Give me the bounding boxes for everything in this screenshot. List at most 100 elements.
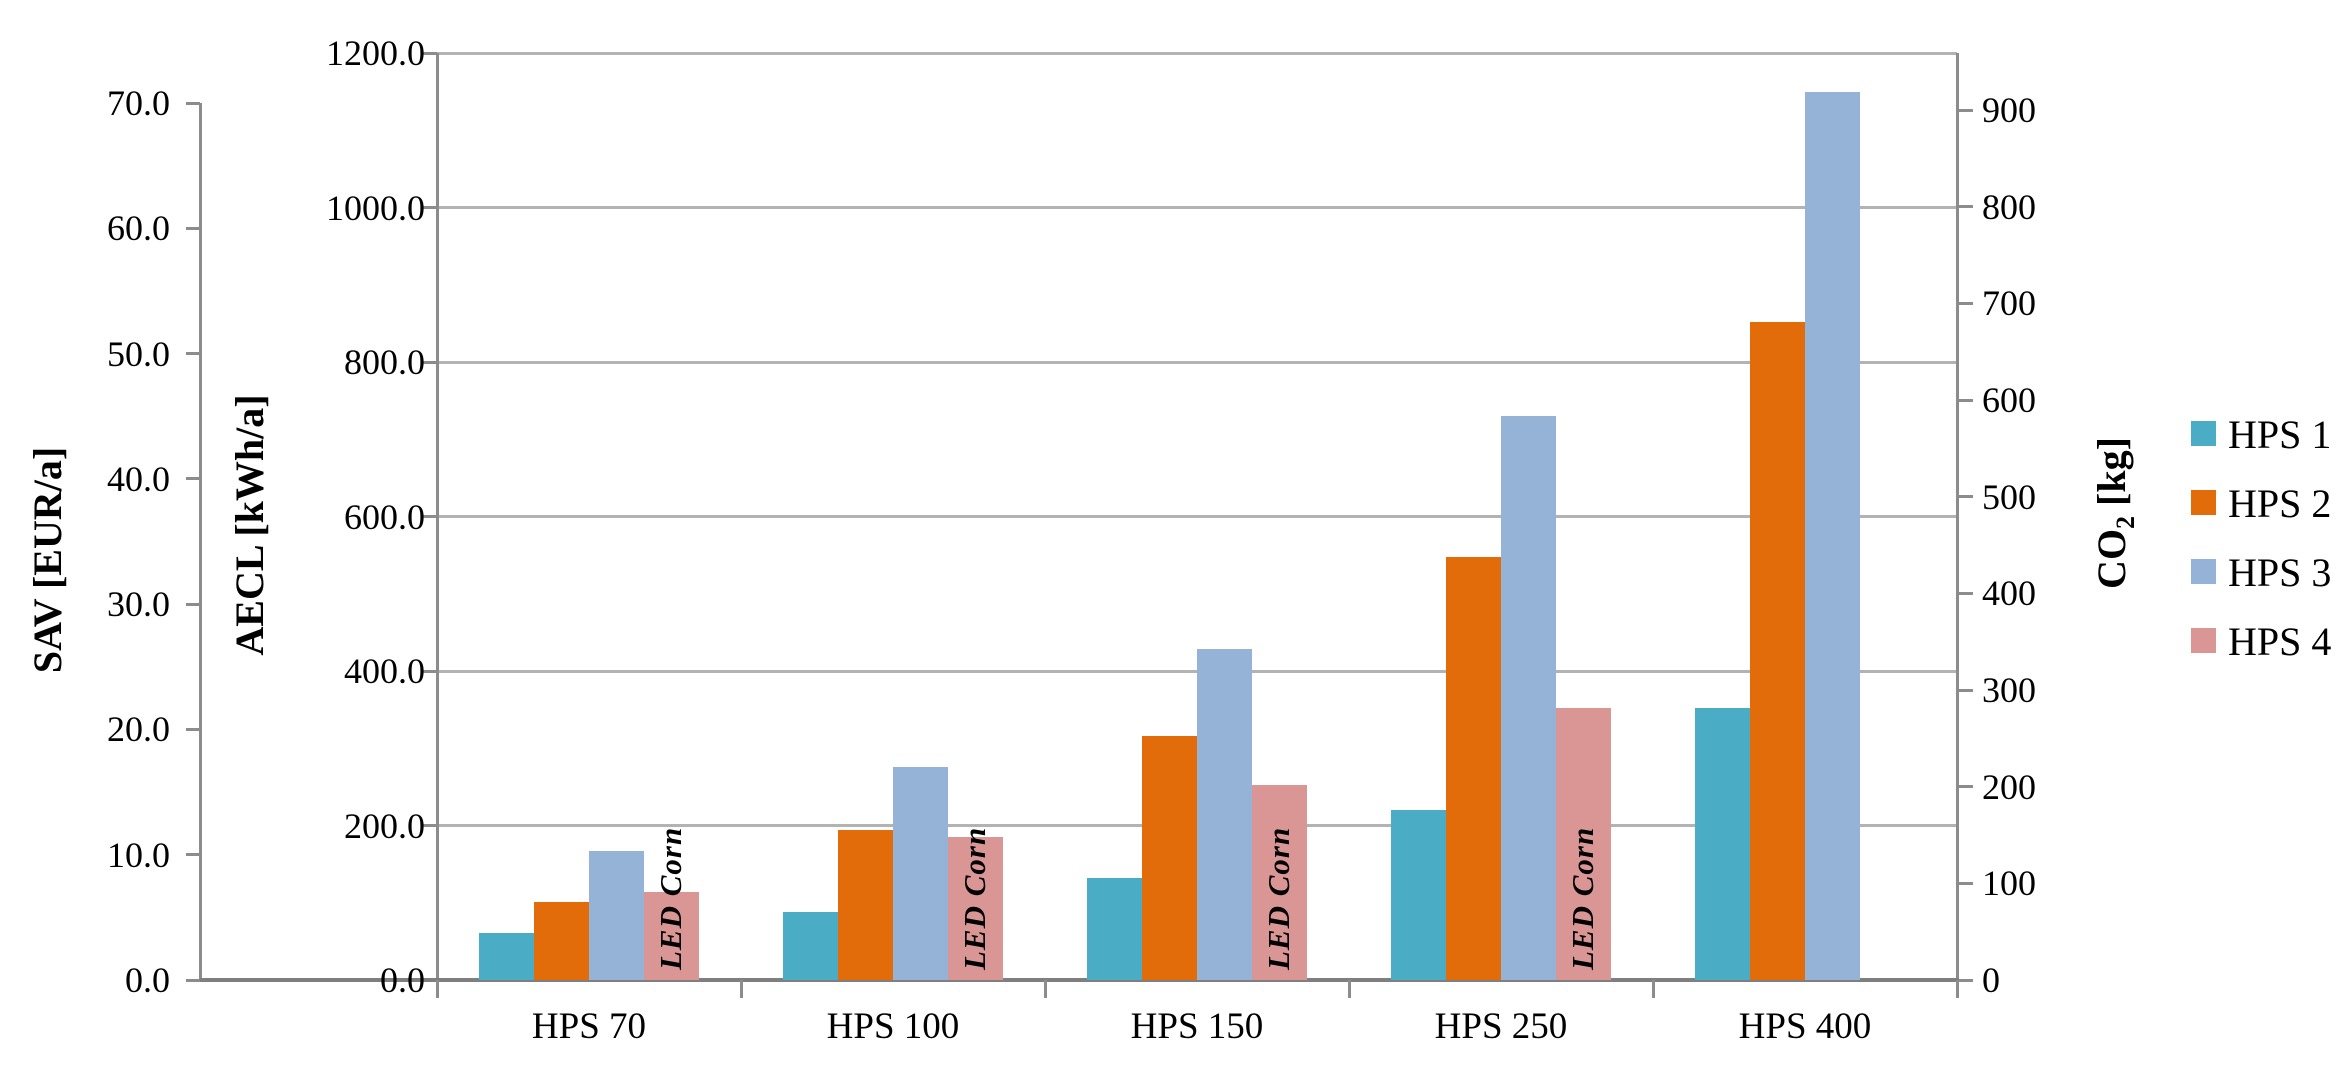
co2-title-unit: [kg] [2089, 437, 2134, 516]
sav-tick [186, 602, 200, 606]
co2-tick-label: 0 [1982, 960, 2000, 1000]
co2-tick-label: 200 [1982, 766, 2036, 807]
bar-hps2-hps150 [1142, 735, 1197, 980]
co2-tick [1957, 881, 1973, 885]
co2-tick [1957, 398, 1973, 402]
aecl-tick-label: 200.0 [344, 805, 425, 846]
bar-hps4-hps250 [1556, 708, 1611, 980]
co2-title-sub: 2 [2111, 515, 2140, 529]
led-corn-label: LED Corn [652, 826, 688, 970]
gridline [437, 360, 1957, 364]
sav-tick [186, 853, 200, 857]
aecl-tick [423, 51, 437, 55]
category-label: HPS 400 [1738, 1006, 1872, 1047]
legend-label-hps3: HPS 3 [2228, 550, 2332, 595]
co2-tick [1957, 591, 1973, 595]
co2-tick [1957, 495, 1973, 499]
co2-tick-label: 300 [1982, 670, 2036, 710]
category-boundary-tick [435, 980, 439, 998]
aecl-tick-label: 0.0 [380, 960, 425, 1000]
bar-hps2-hps70 [534, 901, 589, 980]
sav-tick [186, 352, 200, 356]
co2-title-main: CO [2089, 528, 2134, 589]
legend-swatch-hps4 [2191, 628, 2216, 653]
co2-tick [1957, 301, 1973, 305]
co2-tick [1957, 108, 1973, 112]
bar-hps3-hps150 [1197, 649, 1252, 980]
sav-tick-label: 50.0 [107, 333, 170, 374]
aecl-tick-label: 600.0 [344, 496, 425, 537]
co2-tick-label: 900 [1982, 90, 2036, 130]
co2-tick-label: 700 [1982, 283, 2036, 324]
aecl-axis-line [435, 53, 439, 980]
co2-axis-title: CO2 [kg] [2089, 437, 2140, 589]
aecl-tick-label: 1000.0 [326, 187, 425, 228]
aecl-axis-title: AECL [kWh/a] [227, 394, 272, 656]
aecl-tick-label: 800.0 [344, 342, 425, 382]
bar-hps3-hps400 [1805, 92, 1860, 980]
bar-hps3-hps70 [589, 850, 644, 980]
bar-hps1-hps100 [783, 912, 838, 980]
bar-hps4-hps70 [644, 891, 699, 980]
bar-hps3-hps250 [1501, 416, 1556, 980]
category-boundary-tick [1955, 980, 1959, 998]
legend-swatch-hps1 [2191, 421, 2216, 446]
aecl-tick [423, 824, 437, 827]
category-boundary-tick [1347, 980, 1351, 998]
category-label: HPS 70 [531, 1006, 647, 1047]
legend-label-hps1: HPS 1 [2228, 412, 2332, 457]
legend-label-hps2: HPS 2 [2228, 481, 2332, 526]
legend-swatch-hps2 [2191, 490, 2216, 515]
legend-label-hps4: HPS 4 [2228, 619, 2332, 664]
bar-hps3-hps100 [893, 766, 948, 980]
bar-hps1-hps70 [479, 932, 534, 980]
gridline [437, 206, 1957, 209]
bar-hps1-hps250 [1391, 810, 1446, 980]
sav-tick-label: 70.0 [107, 83, 170, 123]
led-corn-label: LED Corn [1564, 826, 1600, 970]
aecl-tick-label: 400.0 [344, 651, 425, 691]
legend-swatch-hps3 [2191, 559, 2216, 584]
co2-axis-line [1955, 53, 1959, 980]
co2-tick [1957, 785, 1973, 789]
aecl-tick [423, 206, 437, 209]
bar-hps1-hps400 [1695, 708, 1750, 980]
sav-tick [186, 727, 200, 731]
sav-tick-label: 60.0 [107, 208, 170, 249]
category-boundary-tick [1043, 980, 1047, 998]
sav-tick [186, 477, 200, 481]
category-label: HPS 250 [1434, 1006, 1568, 1047]
co2-tick-label: 400 [1982, 573, 2036, 614]
led-corn-label: LED Corn [956, 826, 992, 970]
sav-tick-label: 0.0 [125, 960, 170, 1000]
co2-tick-label: 100 [1982, 863, 2036, 904]
sav-axis-line [198, 103, 202, 980]
aecl-tick [423, 360, 437, 364]
sav-axis-title: SAV [EUR/a] [25, 446, 70, 674]
bar-hps4-hps100 [948, 837, 1003, 980]
sav-tick [186, 978, 200, 982]
bar-hps2-hps100 [838, 830, 893, 980]
sav-tick-label: 40.0 [107, 458, 170, 499]
bar-hps2-hps400 [1750, 321, 1805, 980]
aecl-tick [423, 669, 437, 673]
category-label: HPS 150 [1130, 1006, 1264, 1047]
co2-tick-label: 500 [1982, 476, 2036, 517]
sav-tick [186, 226, 200, 230]
led-corn-label: LED Corn [1260, 826, 1296, 970]
aecl-tick-label: 1200.0 [326, 33, 425, 73]
category-label: HPS 100 [826, 1006, 960, 1047]
sav-tick-label: 20.0 [107, 709, 170, 750]
co2-tick [1957, 978, 1973, 982]
sav-tick-label: 10.0 [107, 834, 170, 875]
category-boundary-tick [1651, 980, 1655, 998]
bar-hps4-hps150 [1252, 785, 1307, 980]
co2-tick [1957, 205, 1973, 209]
gridline [437, 515, 1957, 518]
co2-tick [1957, 688, 1973, 692]
bar-hps1-hps150 [1087, 878, 1142, 980]
aecl-tick [423, 515, 437, 518]
gridline [437, 51, 1957, 55]
sav-tick-label: 30.0 [107, 584, 170, 625]
